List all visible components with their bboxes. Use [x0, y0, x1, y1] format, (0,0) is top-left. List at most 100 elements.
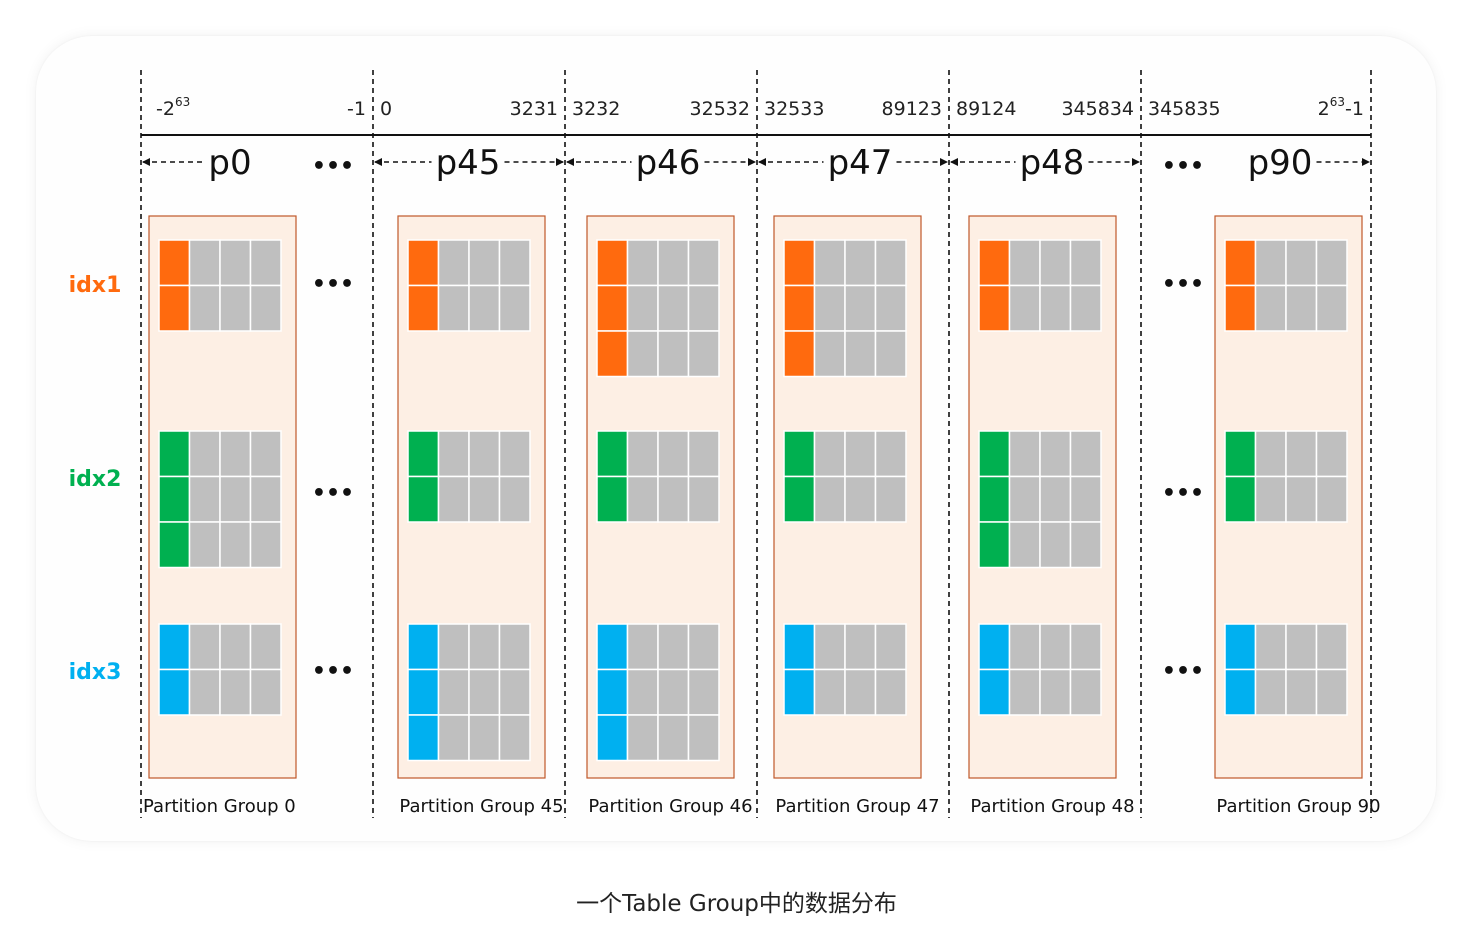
data-cell — [190, 477, 221, 523]
partition-label: p48 — [1020, 143, 1085, 183]
idx1-key-cell — [784, 331, 815, 377]
data-cell — [1040, 477, 1071, 523]
data-cell — [1071, 286, 1102, 332]
range-end-label: 345834 — [1061, 98, 1134, 120]
data-cell — [815, 477, 846, 523]
data-cell — [1317, 670, 1348, 716]
data-cell — [815, 670, 846, 716]
data-cell — [1010, 522, 1041, 568]
figure-caption: 一个Table Group中的数据分布 — [0, 884, 1473, 918]
data-cell — [1286, 431, 1317, 477]
data-cell — [469, 240, 500, 286]
data-cell — [439, 477, 470, 523]
data-cell — [628, 715, 659, 761]
data-cell — [876, 286, 907, 332]
data-cell — [439, 240, 470, 286]
idx3-key-cell — [784, 670, 815, 716]
data-cell — [1071, 240, 1102, 286]
ellipsis-mark: ••• — [312, 659, 354, 684]
data-cell — [1040, 624, 1071, 670]
partition-group-label: Partition Group 48 — [970, 796, 1134, 817]
data-cell — [1071, 431, 1102, 477]
data-cell — [1010, 624, 1041, 670]
partition-label: p0 — [208, 143, 251, 183]
data-cell — [220, 240, 251, 286]
data-cell — [1010, 240, 1041, 286]
data-cell — [500, 286, 531, 332]
data-cell — [815, 240, 846, 286]
data-cell — [689, 477, 720, 523]
partition-group-p46: Partition Group 46 — [587, 216, 753, 817]
data-cell — [220, 670, 251, 716]
data-cell — [658, 670, 689, 716]
idx3-key-cell — [408, 670, 439, 716]
data-cell — [628, 331, 659, 377]
data-cell — [220, 522, 251, 568]
hash-axis: -263 -1 0 3231 3232 32532 32533 89123 89124 34583… — [141, 95, 1371, 183]
data-cell — [658, 431, 689, 477]
idx2-key-cell — [159, 477, 190, 523]
data-cell — [251, 522, 282, 568]
idx2-label: idx2 — [69, 467, 122, 492]
idx1-key-cell — [979, 286, 1010, 332]
data-cell — [815, 331, 846, 377]
data-cell — [815, 624, 846, 670]
data-cell — [876, 331, 907, 377]
range-start-label: -263 — [156, 95, 190, 120]
partition-label: p90 — [1248, 143, 1313, 183]
data-cell — [658, 286, 689, 332]
range-end-label: 3231 — [510, 98, 558, 120]
data-cell — [1286, 670, 1317, 716]
boundary-lines — [141, 70, 1371, 818]
range-end-label: 89123 — [882, 98, 942, 120]
idx2-key-cell — [784, 431, 815, 477]
data-cell — [190, 240, 221, 286]
ellipsis-mark: ••• — [1162, 154, 1204, 179]
idx2-key-cell — [979, 477, 1010, 523]
data-cell — [689, 670, 720, 716]
idx3-key-cell — [784, 624, 815, 670]
range-end-label: 263-1 — [1318, 95, 1364, 120]
data-cell — [439, 286, 470, 332]
idx2-key-cell — [159, 522, 190, 568]
range-end-label: 32532 — [690, 98, 750, 120]
range-start-label: 32533 — [764, 98, 824, 120]
range-start-label: 3232 — [572, 98, 620, 120]
data-cell — [845, 670, 876, 716]
data-cell — [845, 240, 876, 286]
data-cell — [658, 331, 689, 377]
idx2-key-cell — [979, 522, 1010, 568]
data-cell — [500, 715, 531, 761]
data-cell — [220, 624, 251, 670]
data-cell — [190, 670, 221, 716]
data-cell — [1071, 624, 1102, 670]
data-cell — [628, 286, 659, 332]
data-cell — [1317, 477, 1348, 523]
data-cell — [876, 240, 907, 286]
data-cell — [658, 477, 689, 523]
partition-group-label: Partition Group 45 — [399, 796, 563, 817]
data-cell — [251, 431, 282, 477]
ellipsis-mark: ••• — [312, 272, 354, 297]
data-cell — [1040, 522, 1071, 568]
range-start-label: 345835 — [1148, 98, 1221, 120]
data-cell — [190, 286, 221, 332]
data-cell — [876, 477, 907, 523]
idx2-key-cell — [1225, 431, 1256, 477]
data-cell — [1317, 240, 1348, 286]
partition-label: p45 — [436, 143, 501, 183]
data-cell — [1071, 522, 1102, 568]
data-cell — [845, 331, 876, 377]
data-cell — [251, 286, 282, 332]
data-cell — [845, 477, 876, 523]
partition-group-p47: Partition Group 47 — [774, 216, 940, 817]
data-cell — [469, 477, 500, 523]
data-cell — [628, 477, 659, 523]
data-cell — [1256, 286, 1287, 332]
idx2-key-cell — [1225, 477, 1256, 523]
data-cell — [876, 431, 907, 477]
data-cell — [1317, 286, 1348, 332]
data-cell — [251, 670, 282, 716]
data-cell — [689, 624, 720, 670]
